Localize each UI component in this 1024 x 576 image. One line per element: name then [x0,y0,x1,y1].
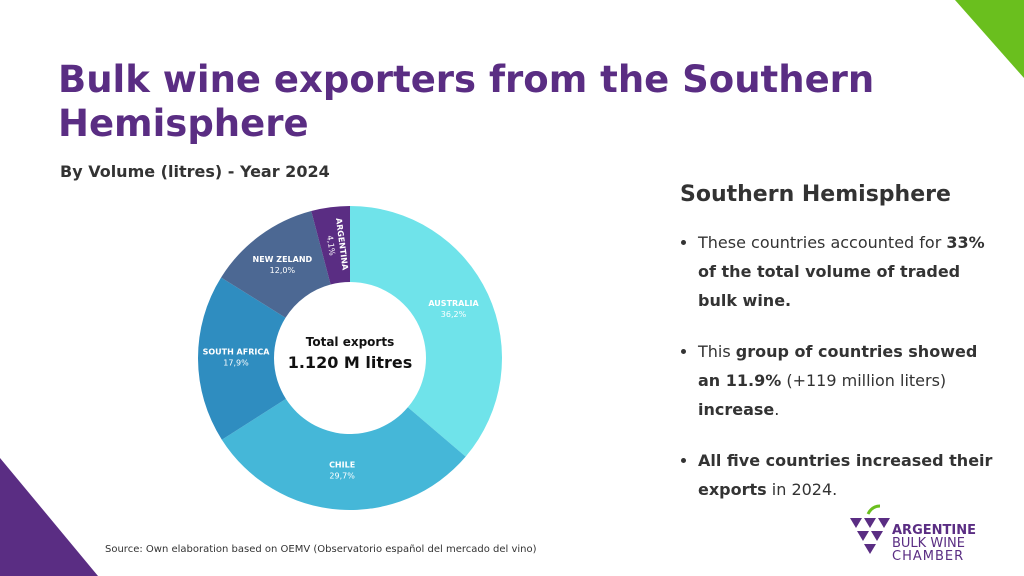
bullet-text: 33% of the total volume of traded bulk w… [698,233,985,310]
donut-slice [221,211,331,318]
bullet: These countries accounted for 33% of the… [698,228,998,315]
logo-line: ARGENTINE [892,523,976,538]
donut-slice [198,277,286,440]
donut-slice [311,206,350,285]
logo-line: BULK WINE [892,536,965,551]
bullet-text: All five countries increased their expor… [698,451,993,499]
bullet-text: These countries accounted for [698,233,947,252]
bullet-list: These countries accounted for 33% of the… [680,228,998,526]
bullet-text: increase [698,400,775,419]
bullet-text: . [774,400,780,419]
slice-value: 29,7% [329,472,355,481]
bullet-text: This [698,342,736,361]
bullet-text: group of countries showed an 11.9% [698,342,978,390]
slice-value: 12,0% [270,266,296,275]
slice-label: AUSTRALIA [428,299,479,308]
panel-heading: Southern Hemisphere [680,182,951,207]
title: Bulk wine exporters from the Southern He… [58,58,875,145]
source: Source: Own elaboration based on OEMV (O… [105,544,537,555]
subtitle: By Volume (litres) - Year 2024 [60,162,330,181]
logo-icon [850,504,890,554]
slice-label: NEW ZELAND [253,255,313,264]
donut-slice [221,398,466,510]
center-value: 1.120 M litres [288,353,413,372]
bullet: All five countries increased their expor… [698,446,998,504]
center-label: Total exports [306,335,394,349]
corner-decoration [955,0,1024,78]
slice-value: 17,9% [223,359,249,368]
logo-text: ARGENTINE BULK WINE CHAMBER [892,524,976,563]
slice-value: 36,2% [441,310,467,319]
slice-label: SOUTH AFRICA [203,348,271,357]
slice-value: 4,1% [325,235,337,257]
slice-label: CHILE [329,461,355,470]
corner-decoration [0,458,98,576]
bullet: This group of countries showed an 11.9% … [698,337,998,424]
logo-line: CHAMBER [892,549,965,564]
bullet-text: (+119 million liters) [781,371,947,390]
bullet-text: in 2024. [766,480,838,499]
donut-slice [350,206,503,457]
